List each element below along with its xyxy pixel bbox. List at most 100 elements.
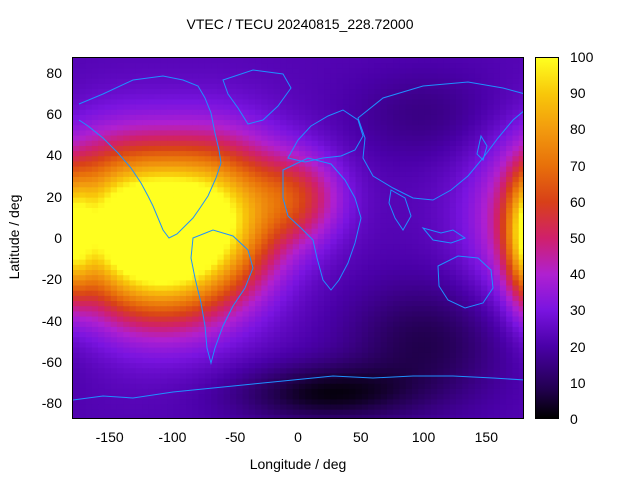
tec-cell [368, 120, 375, 126]
tec-cell [349, 280, 356, 287]
tec-cell [317, 140, 325, 147]
tec-cell [342, 78, 350, 85]
tec-cell [449, 404, 457, 411]
tec-cell [110, 83, 118, 90]
tec-cell [355, 295, 363, 302]
tec-cell [424, 182, 432, 188]
tec-cell [512, 363, 520, 369]
tec-cell [229, 378, 237, 385]
tec-cell [474, 202, 482, 209]
tec-cell [204, 290, 212, 297]
tec-cell [474, 368, 482, 374]
tec-cell [267, 363, 275, 369]
tec-cell [192, 311, 200, 318]
tec-cell [223, 104, 231, 111]
tec-cell [493, 202, 501, 209]
tec-cell [186, 404, 193, 411]
tec-cell [468, 176, 476, 183]
tec-cell [424, 383, 432, 390]
tec-cell [104, 290, 112, 297]
tec-cell [85, 89, 93, 95]
tec-cell [386, 83, 394, 90]
tec-cell [286, 228, 294, 235]
tec-cell [474, 218, 482, 224]
tec-cell [129, 161, 137, 168]
tec-cell [462, 207, 469, 214]
tec-cell [154, 342, 162, 349]
tec-cell [430, 89, 438, 95]
tec-cell [211, 378, 218, 385]
tec-cell [468, 135, 476, 142]
tec-cell [518, 378, 523, 385]
tec-cell [311, 176, 319, 183]
tec-cell [512, 218, 520, 224]
tec-cell [506, 197, 513, 204]
tec-cell [324, 140, 331, 147]
tec-cell [437, 301, 444, 307]
tec-cell [349, 373, 356, 380]
tec-cell [98, 99, 105, 106]
tec-cell [437, 233, 444, 240]
tec-cell [418, 58, 426, 64]
tec-cell [512, 301, 520, 307]
tec-cell [167, 192, 174, 199]
tec-cell [255, 409, 262, 416]
tec-cell [368, 89, 375, 95]
tec-cell [91, 301, 99, 307]
tec-cell [167, 414, 174, 418]
tec-cell [462, 202, 469, 209]
tec-cell [79, 171, 87, 178]
tec-cell [198, 239, 206, 245]
tec-cell [267, 290, 275, 297]
tec-cell [355, 270, 363, 276]
tec-cell [474, 125, 482, 131]
tec-cell [355, 352, 363, 359]
tec-cell [129, 332, 137, 338]
tec-cell [79, 223, 87, 230]
tec-cell [292, 135, 300, 142]
tec-cell [104, 213, 112, 219]
tec-cell [142, 373, 149, 380]
tec-cell [135, 409, 143, 416]
tec-cell [91, 228, 99, 235]
tec-cell [204, 187, 212, 193]
tec-cell [135, 130, 143, 137]
tec-cell [493, 78, 501, 85]
tec-cell [499, 290, 507, 297]
tec-cell [430, 176, 438, 183]
tec-cell [242, 83, 250, 90]
tec-cell [267, 295, 275, 302]
tec-cell [148, 187, 156, 193]
tec-cell [167, 259, 174, 266]
tec-cell [455, 120, 463, 126]
tec-cell [405, 275, 413, 281]
tec-cell [418, 270, 426, 276]
tec-cell [393, 145, 400, 152]
tec-cell [116, 357, 124, 364]
tec-cell [342, 280, 350, 287]
tec-cell [286, 145, 294, 152]
tec-cell [487, 285, 495, 292]
tec-cell [98, 171, 105, 178]
tec-cell [142, 295, 149, 302]
tec-cell [160, 171, 168, 178]
tec-cell [305, 176, 313, 183]
tec-cell [280, 89, 287, 95]
tec-cell [405, 295, 413, 302]
tec-cell [499, 156, 507, 162]
tec-cell [342, 135, 350, 142]
tec-cell [342, 166, 350, 173]
tec-cell [437, 63, 444, 69]
tec-cell [286, 161, 294, 168]
tec-cell [499, 94, 507, 100]
tec-cell [430, 109, 438, 116]
tec-cell [430, 135, 438, 142]
tec-cell [336, 342, 344, 349]
tec-cell [493, 156, 501, 162]
tec-cell [223, 78, 231, 85]
tec-cell [186, 161, 193, 168]
tec-cell [405, 357, 413, 364]
tec-cell [311, 218, 319, 224]
tec-cell [186, 58, 193, 64]
tec-cell [474, 104, 482, 111]
